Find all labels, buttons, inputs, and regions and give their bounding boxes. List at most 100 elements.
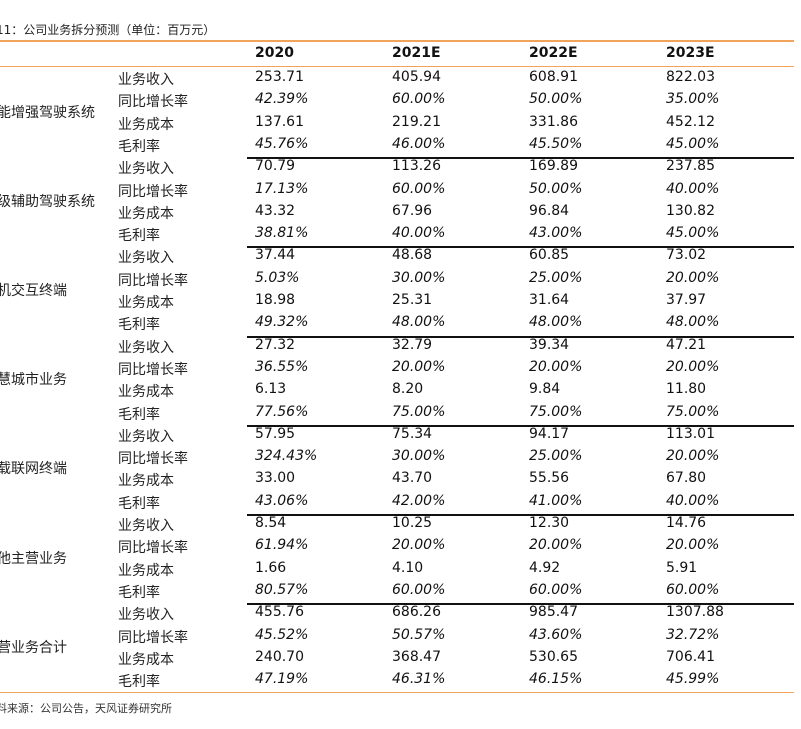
table-cell: 60.00% [529,581,583,598]
table-cell: 8.20 [392,381,424,398]
table-cell: 25.31 [392,292,433,308]
table-cell: 46.31% [392,671,446,688]
table-cell: 50.00% [529,180,583,197]
segment-divider [247,603,794,606]
row-label: 毛利率 [118,317,160,334]
table-cell: 11.80 [666,381,707,398]
row-label: 业务成本 [118,205,174,222]
segment-name: 营业务合计 [0,639,67,656]
table-caption: 11：公司业务拆分预测（单位：百万元） [0,23,216,37]
table-cell: 14.76 [666,515,707,531]
table-cell: 25.00% [529,448,583,465]
table-cell: 75.00% [392,403,446,420]
table-cell: 9.84 [529,381,561,398]
table-cell: 60.00% [392,581,446,598]
table-cell: 35.00% [666,91,720,108]
table-cell: 77.56% [255,403,309,420]
table-cell: 20.00% [666,448,720,465]
table-bottom-divider [0,692,794,693]
table-cell: 37.44 [255,247,296,264]
table-cell: 36.55% [255,358,309,375]
row-label: 同比增长率 [118,451,188,468]
row-label: 业务收入 [118,518,174,534]
row-label: 同比增长率 [118,183,188,200]
table-cell: 368.47 [392,648,441,665]
row-label: 同比增长率 [118,94,188,111]
source-note: 料来源：公司公告，天风证券研究所 [0,702,172,715]
segment-divider [247,424,794,427]
segment-divider [247,514,794,516]
table-cell: 48.68 [392,247,433,264]
row-label: 毛利率 [118,228,160,245]
table-cell: 40.00% [392,225,446,242]
column-header-2023e: 2023E [666,45,715,61]
table-cell: 37.97 [666,292,707,308]
table-cell: 113.01 [666,425,715,442]
table-cell: 20.00% [666,358,720,375]
table-cell: 48.00% [529,314,583,331]
table-cell: 113.26 [392,158,441,175]
table-cell: 1307.88 [666,604,724,621]
table-cell: 33.00 [255,470,296,487]
table-cell: 17.13% [255,180,309,197]
row-label: 同比增长率 [118,272,188,289]
table-cell: 32.72% [666,626,720,643]
table-cell: 4.10 [392,559,424,576]
table-cell: 46.15% [529,671,583,688]
table-cell: 43.06% [255,492,309,509]
table-cell: 75.00% [666,403,720,420]
row-label: 毛利率 [118,584,160,601]
row-label: 业务成本 [118,651,174,668]
table-cell: 40.00% [666,492,720,509]
table-cell: 43.60% [529,626,583,643]
table-cell: 50.57% [392,626,446,643]
table-cell: 8.54 [255,515,287,531]
table-cell: 32.79 [392,336,433,353]
row-label: 毛利率 [118,138,160,155]
table-cell: 46.00% [392,135,446,152]
table-cell: 331.86 [529,113,578,130]
table-cell: 41.00% [529,492,583,509]
table-cell: 42.00% [392,492,446,509]
row-label: 业务收入 [118,161,174,178]
caption-divider [0,40,794,42]
table-cell: 20.00% [666,537,720,554]
table-cell: 67.96 [392,202,433,219]
column-header-2022e: 2022E [529,45,578,61]
row-label: 业务收入 [118,339,174,356]
row-label: 同比增长率 [118,361,188,378]
row-label: 同比增长率 [118,629,188,646]
table-cell: 30.00% [392,269,446,286]
table-cell: 49.32% [255,314,309,331]
table-cell: 5.91 [666,559,698,576]
segment-name: 他主营业务 [0,550,67,567]
table-cell: 60.00% [392,180,446,197]
table-cell: 39.34 [529,336,570,353]
table-cell: 47.21 [666,336,707,353]
table-cell: 452.12 [666,113,715,130]
table-cell: 75.34 [392,425,433,442]
table-cell: 706.41 [666,648,715,665]
segment-divider [247,157,794,160]
row-label: 毛利率 [118,406,160,423]
table-cell: 60.00% [666,581,720,598]
segment-name: 慧城市业务 [0,372,67,389]
segment-divider [247,246,794,249]
table-cell: 30.00% [392,448,446,465]
segment-divider [247,335,794,338]
row-label: 业务成本 [118,295,174,311]
table-cell: 530.65 [529,648,578,665]
row-label: 业务成本 [118,562,174,579]
table-cell: 1.66 [255,559,287,576]
table-cell: 55.56 [529,470,570,487]
row-label: 业务收入 [118,428,174,445]
table-cell: 20.00% [392,358,446,375]
table-cell: 60.85 [529,247,570,264]
table-cell: 10.25 [392,515,433,531]
row-label: 业务收入 [118,607,174,624]
table-cell: 20.00% [666,269,720,286]
table-cell: 253.71 [255,69,304,85]
table-cell: 47.19% [255,671,309,688]
row-label: 毛利率 [118,495,160,512]
table-cell: 18.98 [255,292,296,308]
